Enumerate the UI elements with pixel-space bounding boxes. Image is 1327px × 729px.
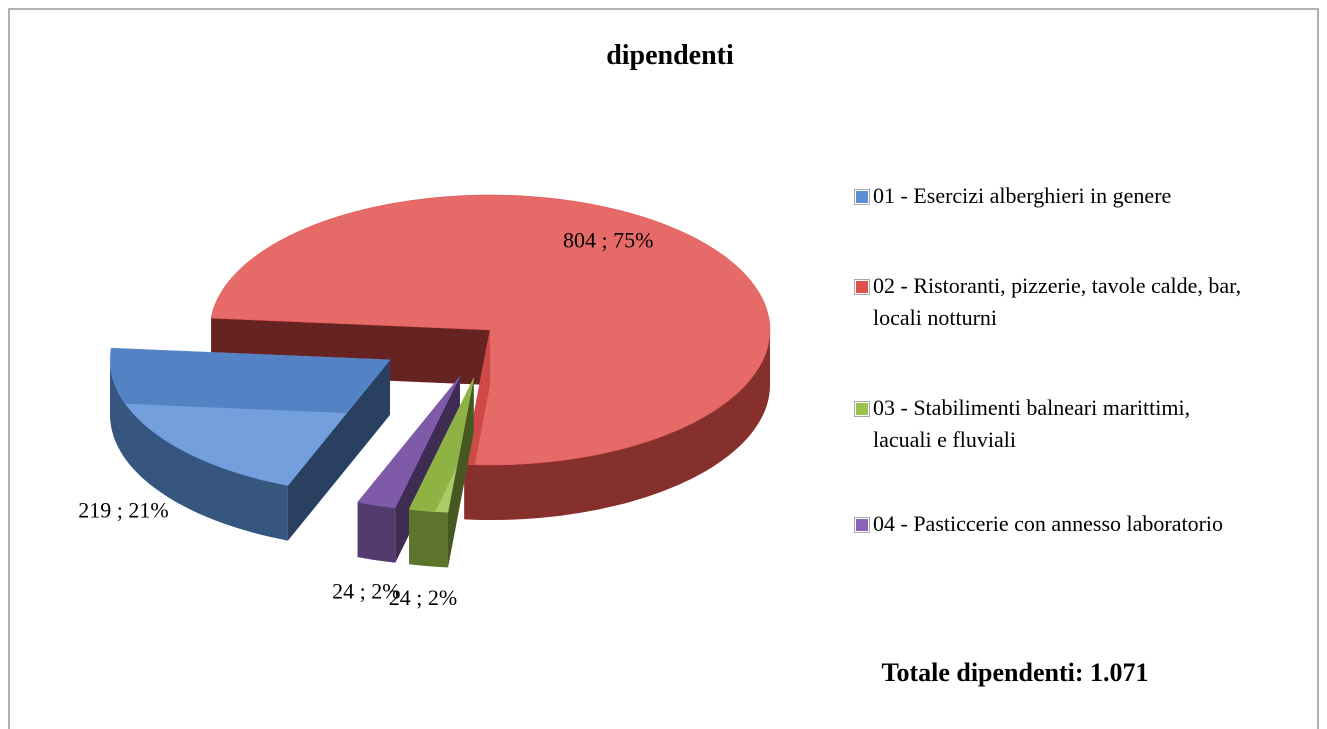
legend-marker: [855, 190, 869, 204]
data-label: 219 ; 21%: [78, 498, 168, 523]
slice: [408, 377, 474, 513]
slice-shade: [464, 330, 770, 520]
slice-shade: [409, 509, 448, 568]
legend-item: 01 - Esercizi alberghieri in genere: [855, 180, 1253, 212]
data-label: 24 ; 2%: [389, 585, 457, 610]
legend-label: 03 - Stabilimenti balneari marittimi, la…: [873, 395, 1191, 452]
legend-marker: [855, 280, 869, 294]
slice-side: [464, 330, 770, 520]
legend-item: 03 - Stabilimenti balneari marittimi, la…: [855, 392, 1253, 456]
annotation: Totale dipendenti: 1.071: [881, 658, 1149, 687]
chart-title: dipendenti: [606, 40, 734, 71]
slice-shade: [110, 359, 288, 541]
legend-label: 01 - Esercizi alberghieri in genere: [873, 183, 1172, 208]
slice: [357, 376, 461, 508]
legend-item: 02 - Ristoranti, pizzerie, tavole calde,…: [855, 270, 1253, 334]
pie: 219 ; 21% 804 ; 75% 24 ; 2%24 ; 2%: [78, 194, 771, 610]
slice: [210, 194, 771, 466]
data-label: 24 ; 2%: [332, 579, 400, 604]
slice-side: [409, 509, 448, 568]
slice: [109, 347, 391, 486]
slice-shade: [357, 502, 396, 563]
data-label: 804 ; 75%: [563, 227, 653, 252]
slice-side: [357, 502, 396, 563]
frame: [8, 8, 1319, 729]
legend-item: 04 - Pasticcerie con annesso laboratorio: [855, 508, 1253, 540]
slice-side: [110, 359, 288, 541]
legend-marker: [855, 518, 869, 532]
legend-label: 02 - Ristoranti, pizzerie, tavole calde,…: [873, 273, 1242, 330]
legend-label: 04 - Pasticcerie con annesso laboratorio: [873, 511, 1224, 536]
legend-marker: [855, 402, 869, 416]
